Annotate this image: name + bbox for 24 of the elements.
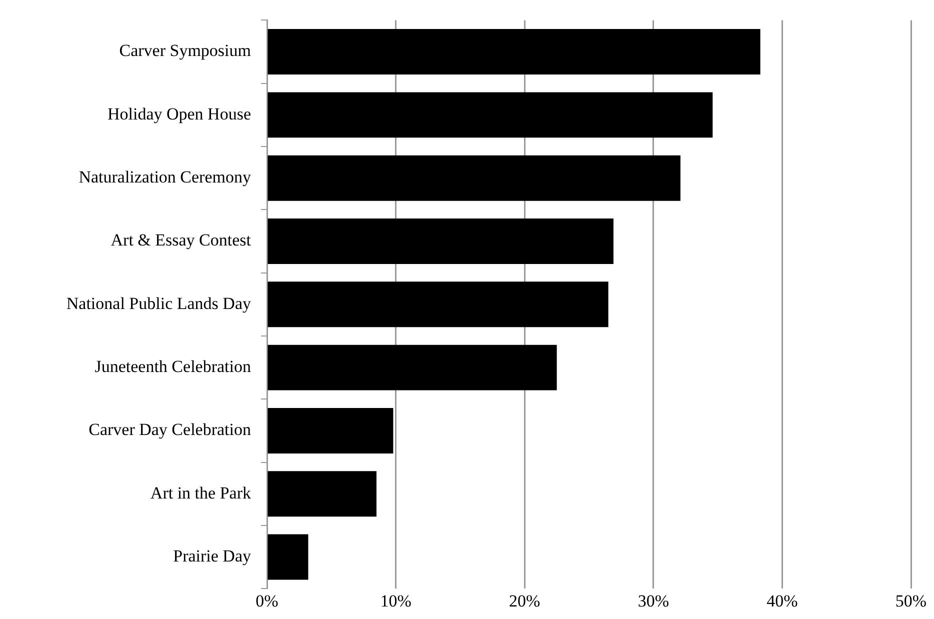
y-tick-label: Art in the Park [150, 483, 252, 502]
x-tick-label: 50% [895, 591, 927, 610]
x-tick-label: 10% [380, 591, 412, 610]
bar [268, 92, 713, 138]
bar [268, 408, 394, 454]
bar [268, 218, 614, 264]
y-tick-label: Art & Essay Contest [110, 230, 252, 250]
x-tick-label: 40% [766, 591, 798, 610]
y-tick-label: Prairie Day [173, 546, 252, 566]
bar [268, 344, 557, 390]
y-tick-label: Carver Symposium [119, 41, 251, 60]
y-tick-label: Juneteenth Celebration [94, 357, 252, 376]
x-tick-label: 20% [509, 591, 540, 610]
y-tick-label: National Public Lands Day [66, 294, 252, 313]
y-tick-label: Naturalization Ceremony [78, 168, 252, 187]
bar [268, 282, 608, 328]
y-tick-label: Carver Day Celebration [88, 420, 252, 440]
x-tick-label: 0% [256, 591, 278, 610]
bar [268, 471, 376, 517]
y-tick-label: Holiday Open House [107, 104, 251, 124]
x-tick-label: 30% [638, 591, 669, 610]
bar [268, 29, 760, 75]
bar [268, 534, 308, 580]
bar [268, 155, 680, 201]
